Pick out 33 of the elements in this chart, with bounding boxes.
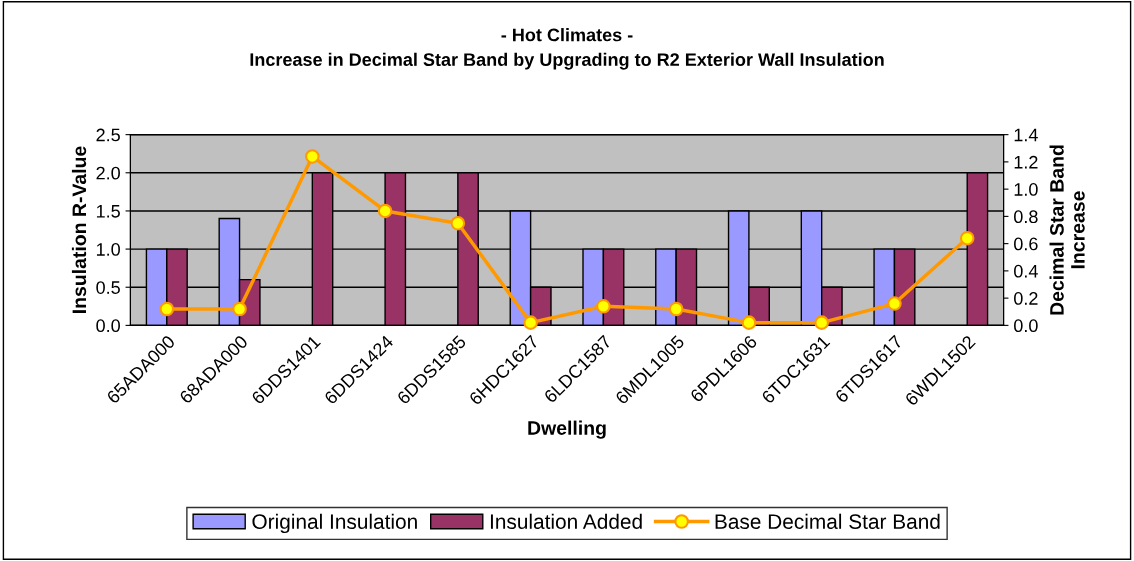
point: [232, 301, 247, 317]
point: [959, 230, 975, 246]
y-tick-label: 0.0: [96, 319, 120, 333]
point: [668, 301, 684, 317]
legend-label: Base Decimal Star Band: [715, 513, 940, 529]
y2-tick-label: 1.2: [1014, 155, 1038, 169]
y2-axis-title: Decimal Star Band Increase: [1049, 145, 1085, 315]
point: [887, 296, 902, 311]
point: [596, 299, 611, 314]
y-tick-label: 0.5: [96, 281, 120, 294]
y2-tick-label: 1.4: [1014, 128, 1038, 142]
y2-tick-label: 0.2: [1014, 292, 1038, 305]
y-tick-label: 2.5: [96, 128, 120, 142]
y-tick-label: 2.0: [96, 166, 120, 180]
y2-tick-label: 0.4: [1014, 264, 1038, 278]
legend-label: Insulation Added: [490, 513, 642, 529]
point: [450, 215, 466, 231]
y-tick-label: 1.5: [96, 205, 120, 218]
legend-label: Original Insulation: [252, 513, 417, 534]
y-axis-title: Insulation R-Value: [71, 146, 87, 313]
point: [377, 203, 393, 219]
chart-title: - Hot Climates - Increase in Decimal Star Band by Upgrading to R2 Exterior Wall Insulation: [250, 28, 884, 70]
y2-tick-label: 0.8: [1014, 210, 1038, 224]
y2-tick-label: 0.6: [1014, 237, 1038, 251]
x-axis-title: Dwelling: [528, 420, 606, 439]
y2-tick-label: 1.0: [1014, 183, 1038, 196]
point: [305, 149, 320, 164]
point: [814, 315, 829, 330]
y-tick-label: 1.0: [96, 243, 120, 256]
y2-tick-label: 0.0: [1014, 319, 1038, 333]
point: [159, 301, 175, 317]
point: [741, 315, 757, 330]
point: [523, 315, 538, 330]
